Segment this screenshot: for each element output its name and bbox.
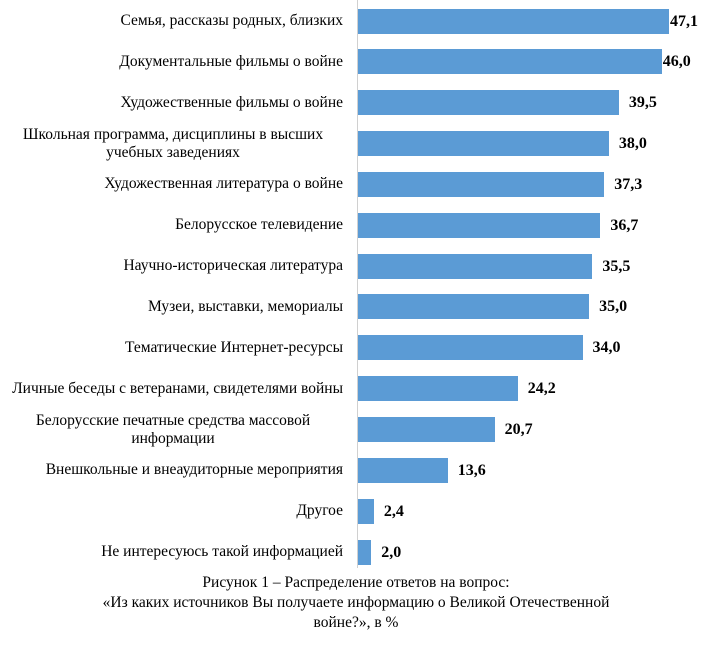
category-label-text: Другое [296, 502, 343, 520]
category-label: Белорусские печатные средства массовой и… [3, 409, 343, 450]
caption-line-1: Рисунок 1 – Распределение ответов на воп… [202, 574, 510, 591]
category-axis-line [357, 0, 358, 568]
data-label: 20,7 [504, 421, 533, 438]
category-label: Документальные фильмы о войне [3, 41, 343, 82]
bar-chart: Семья, рассказы родных, близких 47,1 Докум… [3, 0, 698, 573]
data-label: 38,0 [618, 135, 647, 153]
category-label-text: Личные беседы с ветеранами, свидетелями … [12, 379, 343, 397]
category-label: Семья, рассказы родных, близких [3, 1, 343, 42]
category-label-text: Школьная программа, дисциплины в высших … [22, 125, 324, 161]
data-label: 2,4 [383, 502, 404, 520]
category-label: Личные беседы с ветеранами, свидетелями … [3, 368, 343, 409]
data-label: 35,5 [602, 257, 631, 275]
category-label: Другое [3, 491, 343, 532]
figure-caption: Рисунок 1 – Распределение ответов на воп… [0, 573, 712, 633]
bar [358, 253, 593, 279]
data-label: 37,3 [614, 175, 643, 193]
data-label: 2,0 [381, 543, 402, 561]
bar [358, 376, 518, 402]
bar [358, 539, 372, 565]
category-label-text: Белорусские печатные средства массовой и… [35, 411, 311, 447]
bar [358, 8, 669, 34]
category-label-text: Документальные фильмы о войне [119, 52, 343, 70]
caption-line-3: войне?», в % [313, 614, 399, 631]
category-label: Внешкольные и внеаудиторные мероприятия [3, 450, 343, 491]
category-label-text: Тематические Интернет-ресурсы [124, 338, 343, 356]
category-label: Художественная литература о войне [3, 164, 343, 205]
category-label-text: Художественные фильмы о войне [120, 93, 343, 111]
bar [358, 171, 605, 197]
category-label-text: Художественная литература о войне [104, 175, 343, 193]
category-label: Школьная программа, дисциплины в высших … [3, 123, 343, 164]
category-label: Не интересуюсь такой информацией [3, 532, 343, 573]
data-label: 24,2 [527, 380, 556, 398]
bar [358, 417, 495, 442]
data-label: 35,0 [599, 298, 628, 316]
category-label: Художественные фильмы о войне [3, 82, 343, 123]
category-label: Тематические Интернет-ресурсы [3, 327, 343, 368]
data-label: 46,0 [662, 53, 691, 71]
data-label: 39,5 [628, 94, 657, 112]
category-label-text: Научно-историческая литература [123, 257, 343, 275]
bar [358, 90, 619, 116]
caption-line-2: «Из каких источников Вы получаете информ… [102, 594, 610, 611]
bar [358, 212, 601, 238]
category-label-text: Музеи, выставки, мемориалы [148, 297, 343, 315]
data-label: 47,1 [670, 12, 698, 30]
data-label: 34,0 [592, 339, 621, 357]
bar [358, 498, 374, 524]
bar [358, 131, 609, 157]
data-label: 13,6 [457, 461, 486, 479]
data-label: 36,7 [610, 216, 639, 234]
bar [358, 335, 583, 361]
category-label-text: Семья, рассказы родных, близких [120, 12, 343, 29]
category-label: Белорусское телевидение [3, 205, 343, 246]
category-label: Музеи, выставки, мемориалы [3, 286, 343, 327]
bar [358, 294, 590, 320]
category-label-text: Не интересуюсь такой информацией [101, 543, 343, 561]
category-label: Научно-историческая литература [3, 246, 343, 287]
bar [358, 457, 448, 483]
bar [358, 49, 662, 75]
category-label-text: Белорусское телевидение [175, 216, 343, 234]
category-label-text: Внешкольные и внеаудиторные мероприятия [45, 461, 343, 479]
